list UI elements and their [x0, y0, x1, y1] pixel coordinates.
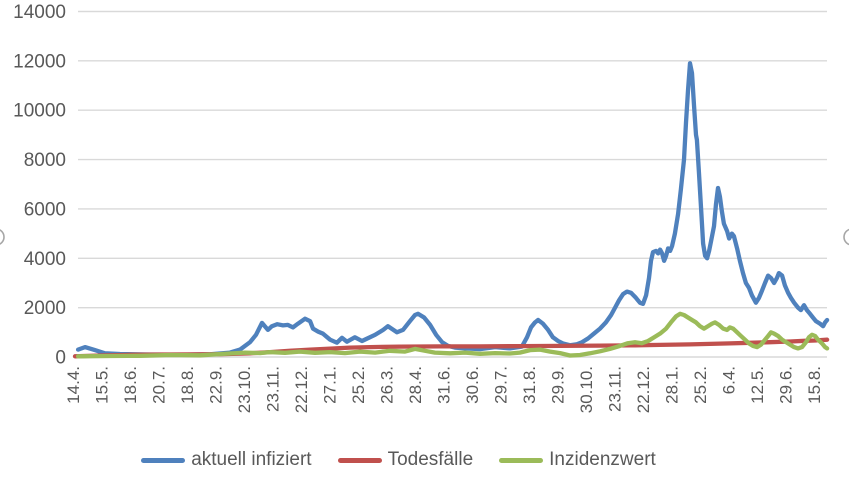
x-axis-tick-label: 15.8.	[805, 366, 824, 404]
x-axis-tick-label: 26.3.	[378, 366, 397, 404]
x-axis-tick-label: 23.11.	[264, 366, 283, 412]
x-axis-tick-label: 20.7.	[150, 366, 169, 404]
x-axis-tick-label: 25.2.	[691, 366, 710, 404]
y-axis-tick-label: 4000	[24, 249, 66, 270]
selection-handle-left-icon[interactable]	[0, 229, 5, 245]
covid-line-chart: 0 2000 4000 6000 8000 10000 12000 14000 14.4. 15…	[0, 2, 849, 413]
legend-label: Todesfälle	[387, 449, 474, 470]
x-axis-tick-label: 22.12.	[292, 366, 311, 413]
selection-handle-right-icon[interactable]	[843, 228, 849, 246]
x-axis-tick-label: 29.7.	[492, 366, 511, 404]
series-line-aktuell-infiziert	[75, 61, 830, 357]
y-axis-tick-labels: 0 2000 4000 6000 8000 10000 12000 14000	[13, 2, 66, 369]
series-line-inzidenzwert	[75, 311, 830, 359]
x-axis-tick-label: 29.6.	[777, 366, 796, 404]
x-axis-tick-label: 31.8.	[520, 366, 539, 404]
x-axis-tick-label: 22.12.	[634, 366, 653, 413]
y-axis-tick-label: 0	[55, 348, 66, 369]
legend-line-swatch-green	[499, 457, 544, 463]
x-axis-tick-label: 28.4.	[406, 366, 425, 404]
legend-label: aktuell infiziert	[191, 449, 312, 470]
gridlines	[78, 10, 827, 358]
x-axis-tick-label: 31.6.	[435, 366, 454, 404]
x-axis-tick-label: 14.4.	[64, 366, 83, 404]
x-axis-tick-label: 6.4.	[720, 366, 739, 394]
x-axis-tick-label: 12.5.	[748, 366, 767, 404]
y-axis-tick-label: 10000	[13, 101, 66, 122]
legend-line-swatch-blue	[141, 457, 186, 463]
x-axis-tick-label: 15.5.	[93, 366, 112, 404]
x-axis-tick-label: 22.9.	[207, 366, 226, 404]
y-axis-tick-label: 12000	[13, 51, 66, 72]
x-axis-tick-label: 23.11.	[606, 366, 625, 412]
x-axis-tick-label: 18.6.	[121, 366, 140, 404]
legend-entry-todesfaelle: Todesfälle	[337, 449, 474, 471]
y-axis-tick-label: 2000	[24, 298, 66, 319]
legend-line-swatch-red	[337, 457, 382, 463]
x-axis-tick-label: 29.9.	[549, 366, 568, 404]
x-axis-tick-label: 18.8.	[178, 366, 197, 404]
legend-entry-inzidenzwert: Inzidenzwert	[499, 449, 656, 471]
x-axis-tick-label: 30.6.	[463, 366, 482, 404]
x-axis-tick-label: 28.1.	[663, 366, 682, 404]
x-axis-tick-labels: 14.4. 15.5. 18.6. 20.7. 18.8. 22.9. 23.10. 23.1…	[64, 366, 824, 413]
chart-legend: aktuell infiziert Todesfälle Inzidenzwer…	[0, 444, 797, 476]
y-axis-tick-label: 8000	[24, 150, 66, 171]
x-axis-tick-label: 30.10.	[577, 366, 596, 413]
x-axis-tick-label: 23.10.	[235, 366, 254, 413]
x-axis-tick-label: 25.2.	[349, 366, 368, 404]
y-axis-tick-label: 6000	[24, 199, 66, 220]
series-lines	[72, 61, 830, 359]
legend-entry-aktuell-infiziert: aktuell infiziert	[141, 449, 312, 471]
legend-label: Inzidenzwert	[549, 449, 656, 470]
x-axis-tick-label: 27.1.	[321, 366, 340, 404]
y-axis-tick-label: 14000	[13, 2, 66, 23]
